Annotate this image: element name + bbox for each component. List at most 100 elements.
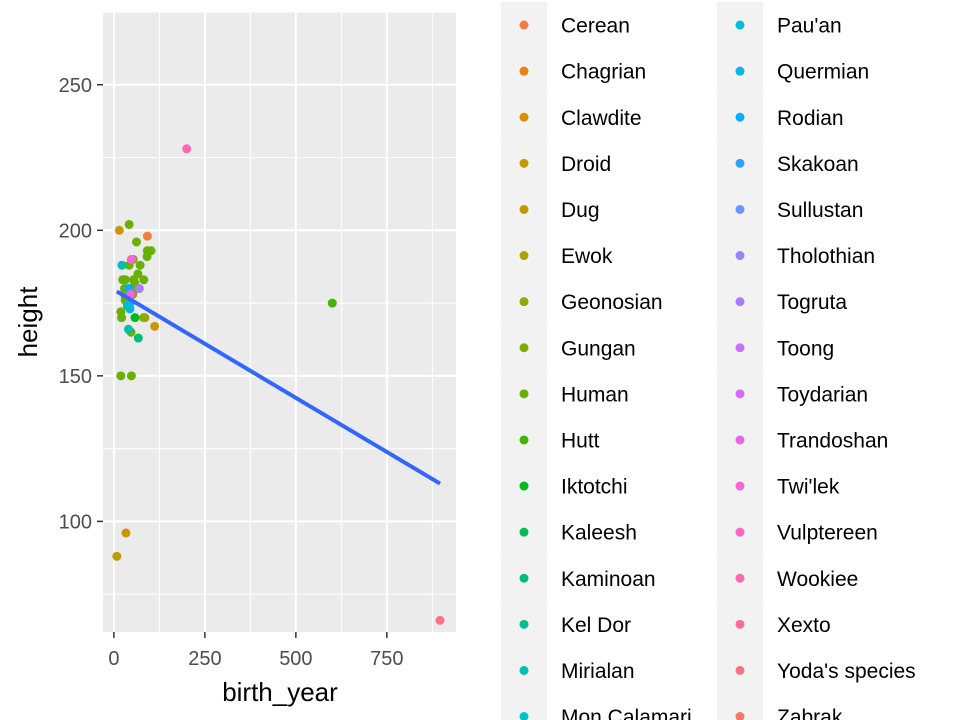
legend-key <box>519 619 529 629</box>
legend-key <box>735 204 745 214</box>
legend-key <box>519 665 529 675</box>
legend-label: Geonosian <box>561 291 663 314</box>
legend-key <box>735 389 745 399</box>
legend-label: Toydarian <box>777 383 868 406</box>
data-points <box>112 144 445 625</box>
data-point <box>117 313 127 323</box>
x-axis-ticks: 0 250 500 750 <box>108 632 404 670</box>
data-point <box>114 225 124 235</box>
legend-label: Yoda's species <box>777 660 916 683</box>
legend-key <box>735 158 745 168</box>
legend-label: Tholothian <box>777 245 875 268</box>
legend-label: Clawdite <box>561 107 642 130</box>
legend-label: Zabrak <box>777 706 843 720</box>
legend-label: Rodian <box>777 107 844 130</box>
legend-label: Toong <box>777 337 834 360</box>
y-tick-label: 100 <box>59 511 92 533</box>
data-point <box>142 231 152 241</box>
legend-key <box>519 20 529 30</box>
legend-key <box>519 527 529 537</box>
y-axis-title: height <box>13 286 43 358</box>
x-tick-label: 500 <box>279 648 312 670</box>
data-point <box>133 333 143 343</box>
legend-label: Kaminoan <box>561 568 656 591</box>
data-point <box>182 144 192 154</box>
data-point <box>126 254 136 264</box>
data-point <box>112 551 122 561</box>
x-tick-label: 0 <box>108 648 119 670</box>
legend-key <box>735 712 745 720</box>
legend-label: Chagrian <box>561 61 646 84</box>
legend-key <box>519 251 529 261</box>
legend-key <box>519 389 529 399</box>
regression-line <box>115 289 442 486</box>
legend-label: Droid <box>561 153 611 176</box>
legend-label: Ewok <box>561 245 613 268</box>
y-tick-label: 250 <box>59 75 92 97</box>
legend-key <box>519 297 529 307</box>
data-point <box>117 260 127 270</box>
legend-key <box>735 112 745 122</box>
legend-key <box>519 112 529 122</box>
legend-key <box>519 712 529 720</box>
data-point <box>140 313 150 323</box>
legend-label: Kaleesh <box>561 522 637 545</box>
data-point <box>126 371 136 381</box>
y-tick-label: 150 <box>59 366 92 388</box>
legend-key <box>735 481 745 491</box>
data-point <box>435 615 445 625</box>
data-point <box>124 219 134 229</box>
legend-label: Skakoan <box>777 153 859 176</box>
legend-key <box>519 158 529 168</box>
plot-panel <box>103 12 456 632</box>
data-point <box>327 298 337 308</box>
data-point <box>131 237 141 247</box>
legend-label: Trandoshan <box>777 429 888 452</box>
grid-major <box>103 12 456 632</box>
y-tick-label: 200 <box>59 220 92 242</box>
legend-label: Cerean <box>561 15 630 38</box>
legend-key <box>735 435 745 445</box>
data-point <box>123 324 133 334</box>
legend-key <box>519 343 529 353</box>
data-point <box>119 275 129 285</box>
x-tick-label: 750 <box>370 648 403 670</box>
legend-label: Pau'an <box>777 15 842 38</box>
legend-label: Wookiee <box>777 568 858 591</box>
grid-minor <box>103 11 456 632</box>
data-point <box>133 269 143 279</box>
legend-key <box>735 619 745 629</box>
legend-key <box>735 527 745 537</box>
data-point <box>121 528 131 538</box>
legend-label: Kel Dor <box>561 614 631 637</box>
legend-label: Twi'lek <box>777 476 840 499</box>
legend: Cerean Chagrian Clawdite Droid Dug Ewok Geonos… <box>501 2 916 720</box>
legend-key <box>519 66 529 76</box>
y-axis-ticks: 100 150 200 250 <box>59 75 103 533</box>
legend-key <box>519 481 529 491</box>
legend-label: Togruta <box>777 291 847 314</box>
legend-key <box>519 573 529 583</box>
data-point <box>130 313 140 323</box>
legend-key <box>735 251 745 261</box>
legend-label: Vulptereen <box>777 522 878 545</box>
legend-key <box>735 66 745 76</box>
data-point <box>116 371 126 381</box>
x-tick-label: 250 <box>188 648 221 670</box>
legend-key <box>735 343 745 353</box>
legend-label: Gungan <box>561 337 636 360</box>
x-axis-title: birth_year <box>222 677 338 707</box>
data-point <box>134 284 144 294</box>
data-point <box>135 260 145 270</box>
legend-label: Human <box>561 383 629 406</box>
legend-label: Sullustan <box>777 199 863 222</box>
legend-label: Hutt <box>561 429 600 452</box>
legend-key <box>735 665 745 675</box>
legend-key <box>519 435 529 445</box>
data-point <box>146 246 156 256</box>
legend-label: Dug <box>561 199 600 222</box>
legend-label: Quermian <box>777 61 869 84</box>
legend-key <box>519 204 529 214</box>
data-point <box>139 275 149 285</box>
